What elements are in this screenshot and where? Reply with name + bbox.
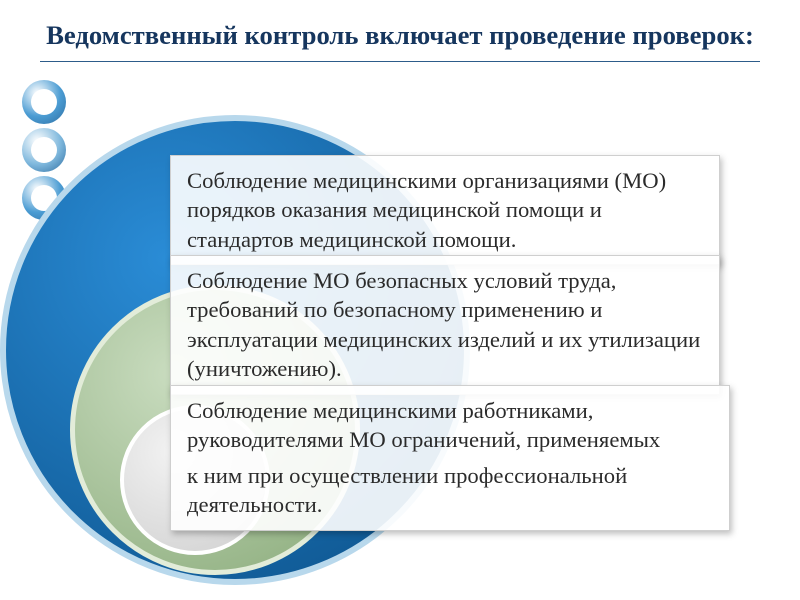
page-title: Ведомственный контроль включает проведен…	[0, 0, 800, 61]
content-box-2: Соблюдение МО безопасных условий труда, …	[170, 255, 720, 395]
content-box-1-text: Соблюдение медицинскими организациями (М…	[187, 166, 703, 254]
content-box-3-line: Соблюдение медицинскими работниками, рук…	[187, 396, 713, 455]
content-box-1: Соблюдение медицинскими организациями (М…	[170, 155, 720, 265]
content-box-2-text: Соблюдение МО безопасных условий труда, …	[187, 266, 703, 384]
decor-circle-icon	[22, 80, 66, 124]
diagram-container: Соблюдение медицинскими организациями (М…	[60, 135, 760, 580]
content-box-3: Соблюдение медицинскими работниками, рук…	[170, 385, 730, 531]
content-box-3-line: к ним при осуществлении профессиональной…	[187, 461, 713, 520]
title-underline	[40, 61, 760, 62]
